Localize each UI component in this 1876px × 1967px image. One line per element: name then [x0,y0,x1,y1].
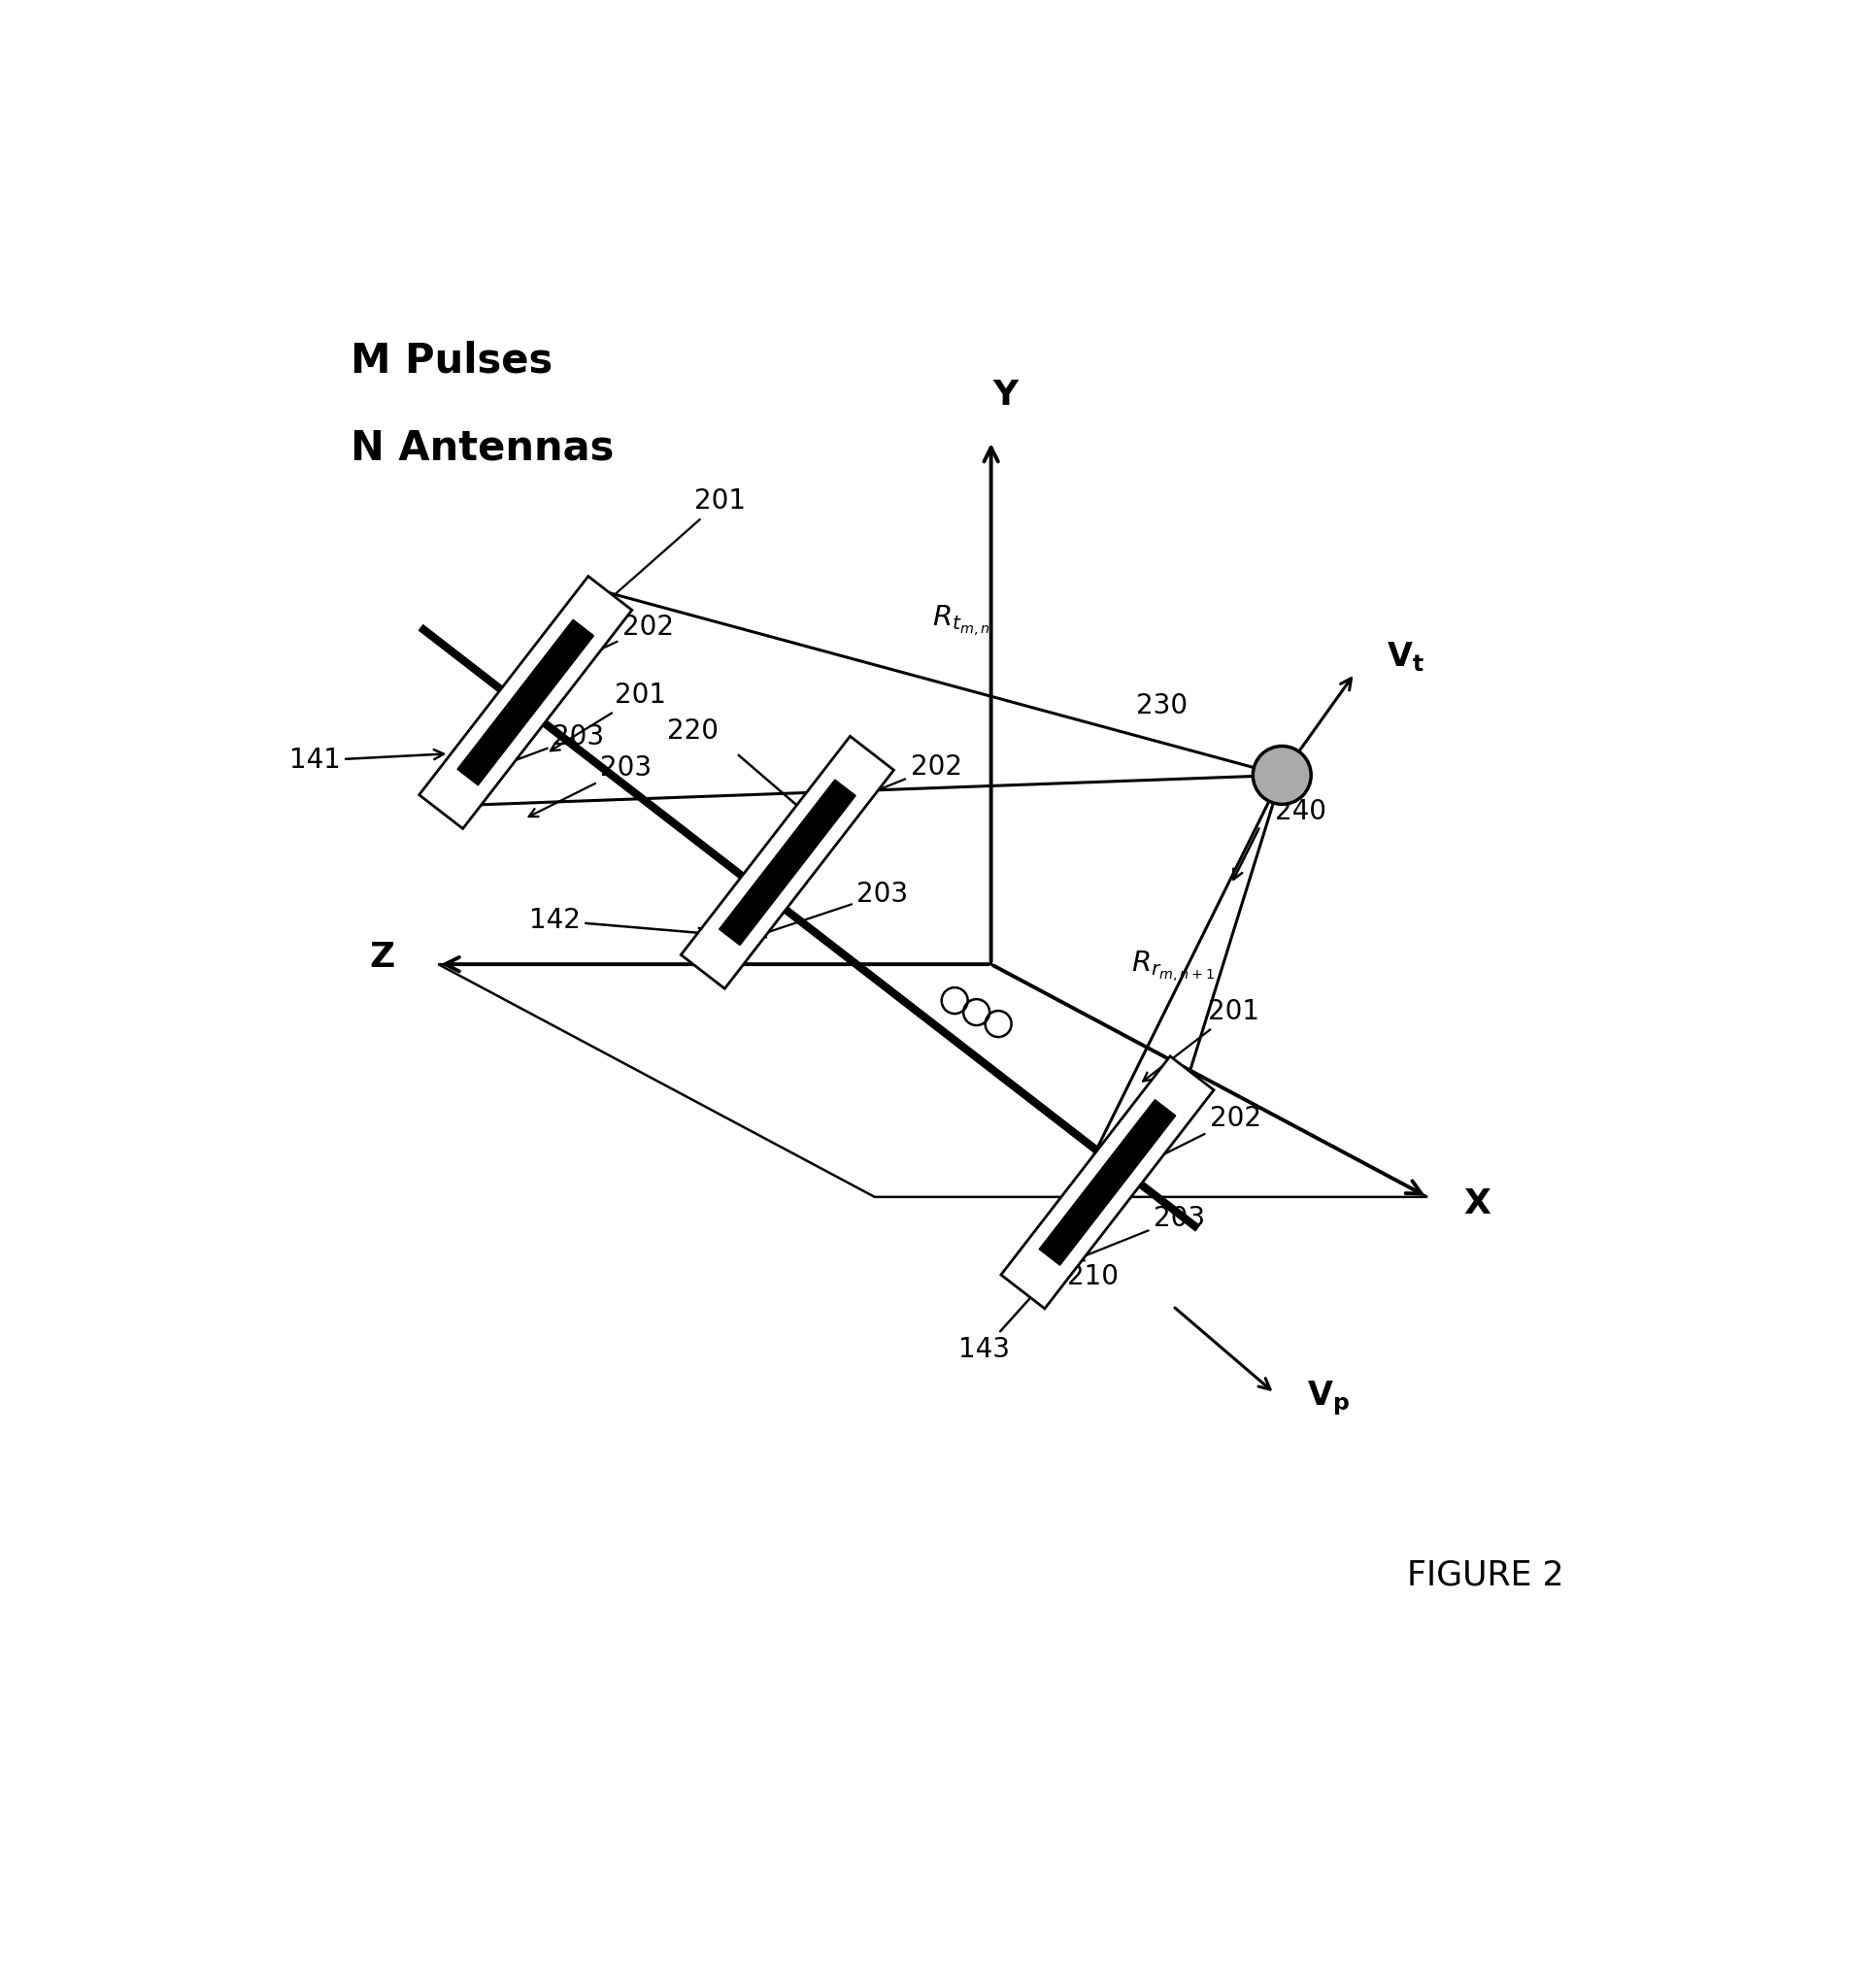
Text: 203: 203 [1075,1204,1204,1261]
Circle shape [985,1011,1011,1037]
Text: X: X [1463,1188,1490,1222]
Text: 202: 202 [529,614,673,683]
Text: 240: 240 [1274,799,1326,824]
Circle shape [1253,745,1309,805]
Text: 230: 230 [1135,692,1188,720]
Text: $R_{t_{m,n}}$: $R_{t_{m,n}}$ [930,604,989,637]
Circle shape [962,999,989,1025]
Text: $R_{r_{m,n+1}}$: $R_{r_{m,n+1}}$ [1131,948,1214,984]
Text: 142: 142 [529,907,707,938]
Text: 202: 202 [1124,1105,1261,1174]
Text: 201: 201 [1142,997,1259,1082]
Text: 141: 141 [289,747,443,775]
Text: 143: 143 [957,1253,1069,1363]
Polygon shape [418,576,632,828]
Text: 202: 202 [795,753,961,824]
Text: N Antennas: N Antennas [351,427,613,468]
Text: 201: 201 [600,488,747,608]
Text: $\mathbf{V_t}$: $\mathbf{V_t}$ [1386,639,1424,673]
Polygon shape [681,736,893,989]
Polygon shape [1000,1056,1214,1308]
Text: M Pulses: M Pulses [351,340,553,382]
Text: FIGURE 2: FIGURE 2 [1407,1558,1563,1591]
Text: 203: 203 [467,724,604,779]
Text: 220: 220 [666,718,719,745]
Text: Z: Z [370,940,394,974]
Text: 210: 210 [1067,1263,1118,1290]
Text: 203: 203 [756,881,908,938]
Text: 203: 203 [529,755,651,816]
Text: Y: Y [992,378,1017,411]
Polygon shape [458,620,593,785]
Text: 201: 201 [550,683,666,751]
Text: $\mathbf{V_p}$: $\mathbf{V_p}$ [1306,1379,1349,1418]
Polygon shape [719,779,855,946]
Polygon shape [1039,1100,1174,1265]
Circle shape [942,987,968,1013]
